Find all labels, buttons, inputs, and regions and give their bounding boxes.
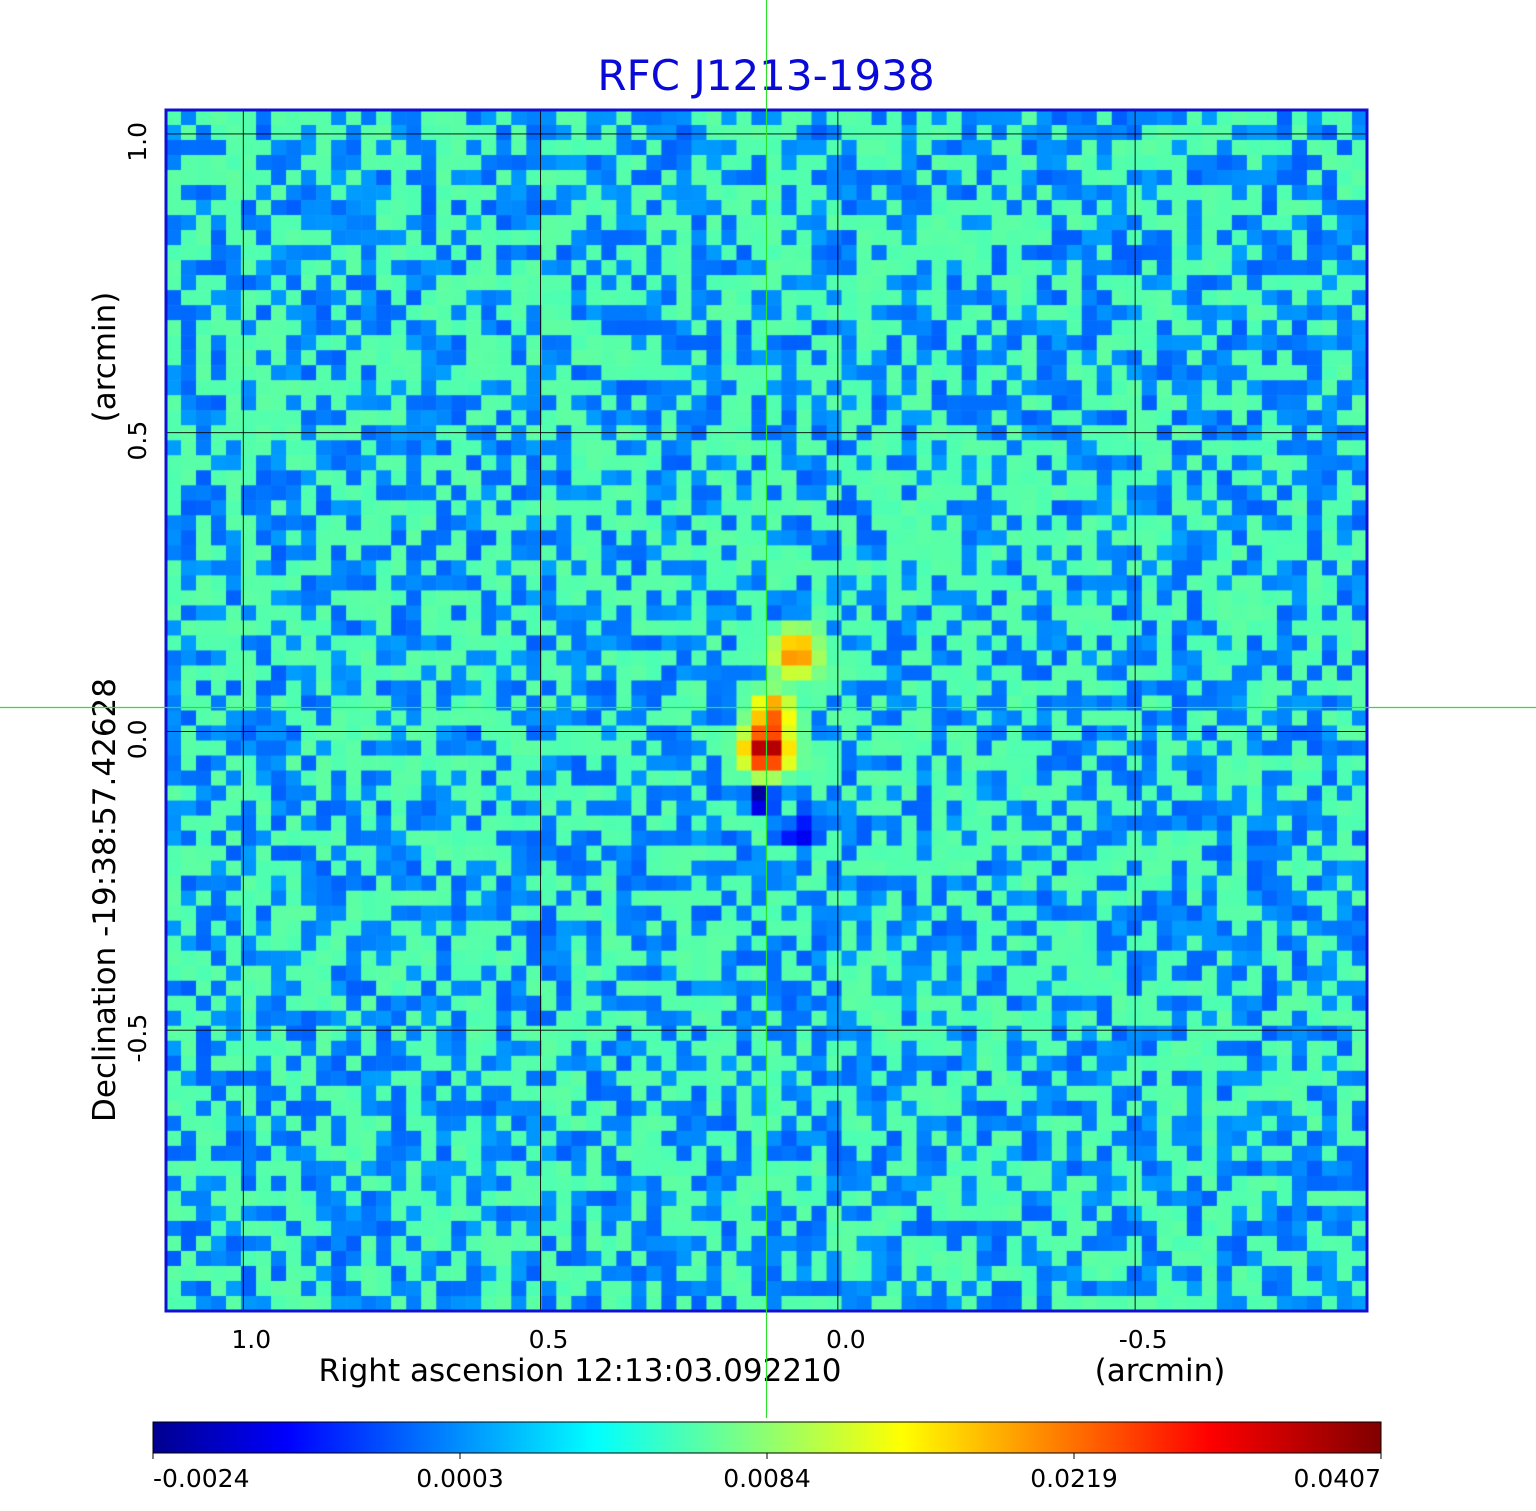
y-tick-label: 1.0 [123, 122, 152, 162]
x-tick-label: -0.5 [1119, 1325, 1168, 1354]
y-axis-unit: (arcmin) [87, 292, 123, 423]
colorbar: -0.0024 0.0003 0.0084 0.0219 0.0407 [152, 1421, 1382, 1493]
colorbar-tick-label: -0.0024 [153, 1464, 250, 1493]
x-tick-label: 0.0 [826, 1325, 866, 1354]
colorbar-tick-label: 0.0084 [723, 1464, 810, 1493]
y-tick-label: 0.0 [123, 720, 152, 760]
x-tick-label: 0.5 [529, 1325, 569, 1354]
x-axis-ticks: 1.0 0.5 0.0 -0.5 [231, 1325, 1167, 1354]
y-tick-label: -0.5 [123, 1014, 152, 1063]
crosshair [0, 0, 1536, 1418]
colorbar-gradient [152, 1421, 1382, 1454]
colorbar-tick-label: 0.0407 [1294, 1464, 1381, 1493]
y-axis-label: Declination -19:38:57.42628 [87, 678, 123, 1122]
y-axis-ticks: 1.0 0.5 0.0 -0.5 [123, 122, 152, 1063]
x-axis-label: Right ascension 12:13:03.092210 [318, 1353, 841, 1389]
colorbar-ticks: -0.0024 0.0003 0.0084 0.0219 0.0407 [152, 1453, 1382, 1493]
colorbar-tick-label: 0.0003 [416, 1464, 503, 1493]
x-tick-label: 1.0 [231, 1325, 271, 1354]
y-tick-label: 0.5 [123, 421, 152, 461]
colorbar-tick-label: 0.0219 [1030, 1464, 1117, 1493]
x-axis-unit: (arcmin) [1095, 1353, 1226, 1389]
